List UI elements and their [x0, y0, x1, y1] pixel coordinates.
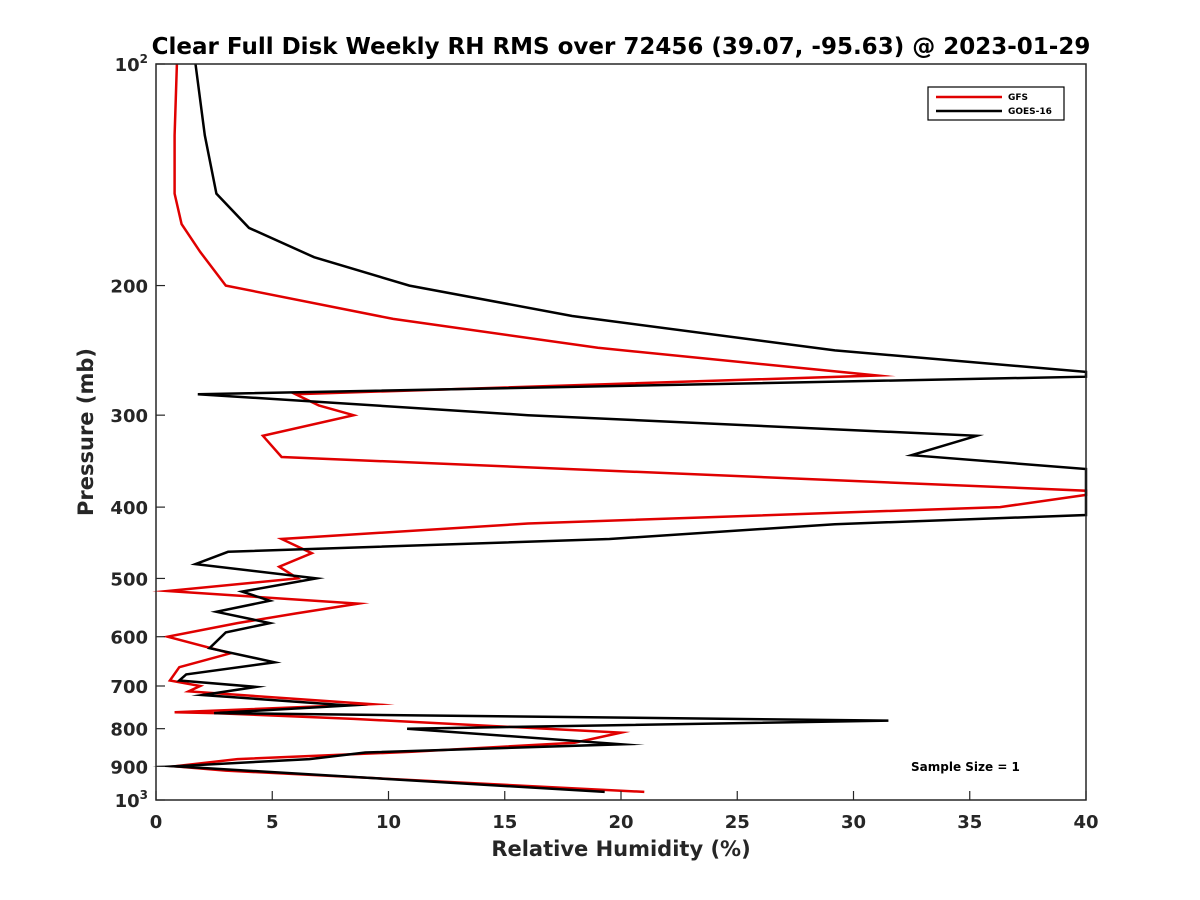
- x-tick-label-5: 25: [725, 812, 750, 833]
- x-tick-label-8: 40: [1073, 812, 1098, 833]
- x-tick-label-7: 35: [957, 812, 982, 833]
- y-tick-label-2: 300: [110, 406, 148, 427]
- x-tick-label-2: 10: [376, 812, 401, 833]
- y-tick-label-0: 102: [115, 52, 148, 76]
- y-tick-label-base-0: 10: [115, 55, 140, 76]
- y-tick-label-exponent-9: 3: [140, 788, 148, 802]
- series-line-gfs: [152, 63, 1088, 794]
- legend: GFS GOES-16: [927, 86, 1065, 121]
- chart-title: Clear Full Disk Weekly RH RMS over 72456…: [152, 34, 1091, 60]
- y-tick-label-5: 600: [110, 628, 148, 649]
- y-tick-label-7: 800: [110, 720, 148, 741]
- y-tick-label-exponent-0: 2: [140, 52, 148, 66]
- series-line-goes-16: [152, 63, 1088, 794]
- y-tick-label-4: 500: [110, 569, 148, 590]
- legend-label-goes-16: GOES-16: [1008, 107, 1052, 117]
- x-axis: 0 5 10 15 20 25 30 35 40: [150, 791, 1099, 833]
- sample-size-annotation: Sample Size = 1: [911, 760, 1020, 774]
- x-tick-label-1: 5: [266, 812, 279, 833]
- y-axis-label: Pressure (mb): [74, 348, 98, 516]
- y-tick-label-3: 400: [110, 498, 148, 519]
- y-tick-label-1: 200: [110, 277, 148, 298]
- legend-label-gfs: GFS: [1008, 93, 1028, 103]
- y-tick-label-9: 103: [115, 788, 148, 812]
- x-tick-label-6: 30: [841, 812, 866, 833]
- legend-box: [927, 86, 1065, 121]
- x-axis-label: Relative Humidity (%): [491, 837, 750, 861]
- y-tick-label-base-9: 10: [115, 791, 140, 812]
- series-layer: [152, 63, 1088, 794]
- x-tick-label-3: 15: [492, 812, 517, 833]
- x-tick-label-0: 0: [150, 812, 163, 833]
- x-tick-label-4: 20: [608, 812, 633, 833]
- y-tick-label-6: 700: [110, 677, 148, 698]
- y-tick-label-8: 900: [110, 757, 148, 778]
